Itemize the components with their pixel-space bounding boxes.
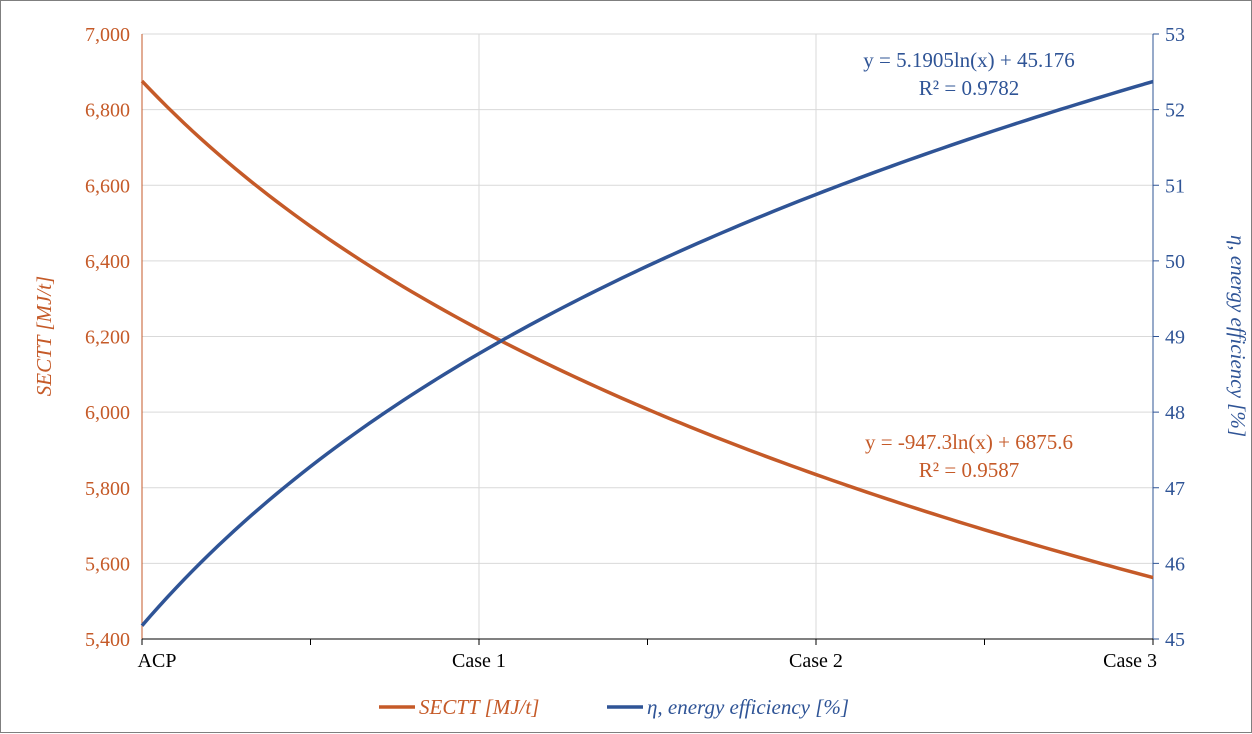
- y-left-tick-label: 6,600: [85, 175, 130, 197]
- grid-layer: [142, 33, 1153, 639]
- y-left-axis-title: SECTT [MJ/t]: [32, 276, 56, 396]
- y-left-tick-label: 5,600: [85, 553, 130, 575]
- y-left-tick-label: 7,000: [85, 24, 130, 46]
- y-right-tick-label: 45: [1165, 629, 1185, 651]
- y-left-tick-label: 6,000: [85, 402, 130, 424]
- y-left-tick-label: 6,200: [85, 327, 130, 349]
- y-right-axis-title: η, energy efficiency [%]: [1226, 235, 1250, 437]
- y-left-tick-label: 6,400: [85, 251, 130, 273]
- y-right-tick-label: 52: [1165, 100, 1185, 122]
- trend-equation-sectt: y = -947.3ln(x) + 6875.6: [865, 430, 1073, 454]
- y-right-tick-label: 51: [1165, 175, 1185, 197]
- y-right-tick-label: 48: [1165, 402, 1185, 424]
- series-line-efficiency: [140, 79, 1154, 627]
- y-right-tick-label: 53: [1165, 24, 1185, 46]
- series-line-sectt: [140, 79, 1154, 580]
- legend: SECTT [MJ/t] η, energy efficiency [%]: [379, 695, 849, 719]
- axis-layer: 5,400 5,600 5,800 6,000 6,200 6,400 6,600 6,800…: [85, 24, 1185, 672]
- y-left-tick-label: 5,800: [85, 478, 130, 500]
- x-tick-label: ACP: [138, 650, 177, 672]
- y-right-tick-label: 50: [1165, 251, 1185, 273]
- y-right-tick-label: 49: [1165, 327, 1185, 349]
- trend-r2-efficiency: R² = 0.9782: [919, 76, 1019, 100]
- y-left-tick-label: 5,400: [85, 629, 130, 651]
- x-tick-label: Case 3: [1103, 650, 1157, 672]
- trend-equation-efficiency: y = 5.1905ln(x) + 45.176: [863, 48, 1075, 72]
- legend-label-efficiency: η, energy efficiency [%]: [647, 695, 849, 719]
- series-layer: [140, 79, 1154, 627]
- x-tick-label: Case 1: [452, 650, 506, 672]
- y-right-tick-label: 46: [1165, 553, 1185, 575]
- legend-label-sectt: SECTT [MJ/t]: [419, 695, 539, 719]
- x-tick-label: Case 2: [789, 650, 843, 672]
- y-left-tick-label: 6,800: [85, 100, 130, 122]
- y-right-tick-label: 47: [1165, 478, 1185, 500]
- trend-r2-sectt: R² = 0.9587: [919, 458, 1019, 482]
